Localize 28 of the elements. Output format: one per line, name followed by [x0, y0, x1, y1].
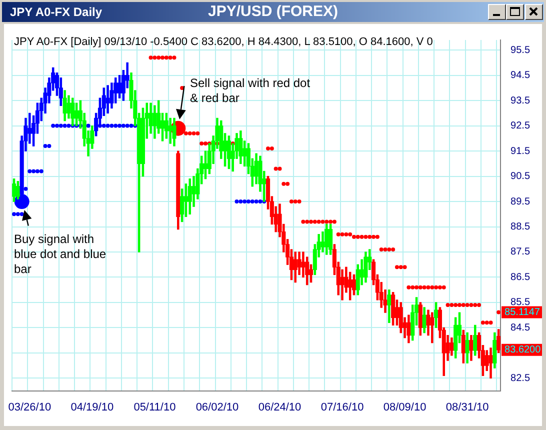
- text: JPY A0-FX Daily: [10, 5, 102, 19]
- x-tick-label: 06/24/10: [258, 401, 302, 414]
- x-tick-label: 08/09/10: [383, 401, 426, 414]
- y-tick-label: 87.5: [510, 246, 530, 258]
- y-tick-label: 94.5: [510, 70, 530, 82]
- x-tick-label: 07/16/10: [320, 401, 364, 414]
- x-tick-label: 04/19/10: [70, 401, 114, 414]
- text: 85.1147: [504, 306, 540, 318]
- annotation: Sell signal with red dot & red bar: [190, 76, 312, 106]
- x-tick-label: 05/11/10: [134, 401, 176, 414]
- annotation: JPY A0-FX [Daily] 09/13/10 -0.5400 C 83.6200, H 84.4300, L 83.5100, O 84.1600, V 0: [14, 36, 433, 48]
- y-tick-label: 90.5: [510, 171, 530, 182]
- y-tick-label: 82.5: [510, 372, 530, 384]
- y-tick-label: 93.5: [510, 95, 530, 106]
- y-tick-label: 92.5: [510, 120, 530, 132]
- chart-title: JPY/USD (FOREX): [208, 3, 338, 20]
- x-tick-label: 06/02/10: [196, 401, 239, 414]
- y-tick-label: 88.5: [510, 222, 530, 233]
- x-tick-label: 03/26/10: [8, 401, 52, 414]
- text: 83.6200: [504, 344, 542, 356]
- y-tick-label: 85.5: [510, 297, 530, 308]
- annotation: Buy signal with blue dot and blue bar: [14, 232, 108, 277]
- x-tick-label: 08/31/10: [446, 401, 489, 414]
- y-tick-label: 86.5: [510, 272, 530, 283]
- y-tick-label: 95.5: [510, 44, 530, 56]
- y-tick-label: 89.5: [510, 196, 530, 208]
- y-tick-label: 84.5: [510, 322, 530, 334]
- y-tick-label: 91.5: [510, 146, 530, 157]
